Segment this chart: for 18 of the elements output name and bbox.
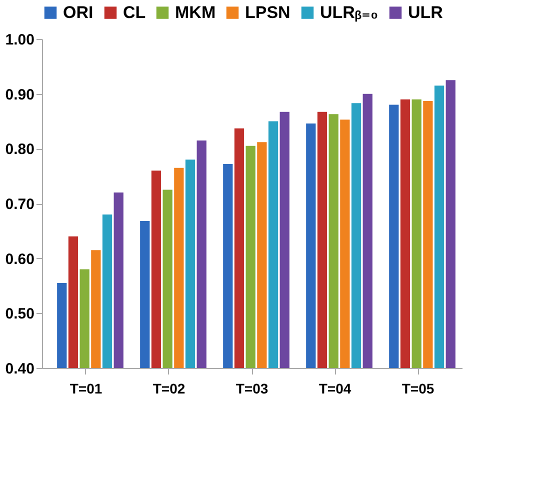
y-tick-label: 0.90 — [5, 86, 34, 104]
y-tick-label: 0.70 — [5, 196, 34, 213]
y-tick-label: 0.40 — [5, 360, 34, 378]
x-tick-label: T=01 — [70, 380, 102, 396]
legend-label: ULRᵦ₌₀ — [320, 2, 378, 22]
y-tick-label: 0.50 — [5, 306, 34, 323]
y-tick-label: 0.60 — [5, 250, 34, 268]
y-tick-label: 0.80 — [5, 141, 34, 158]
x-tick-label: T=02 — [152, 380, 186, 396]
x-tick-label: T=04 — [318, 380, 352, 396]
x-tick-label: T=03 — [236, 380, 268, 396]
legend-label: LPSN — [245, 2, 290, 22]
legend-label: CL — [123, 2, 146, 22]
y-tick-label: 1.00 — [5, 32, 34, 48]
legend-label: ORI — [63, 2, 94, 22]
x-tick-label: T=05 — [402, 380, 434, 396]
legend-label: ULR — [408, 2, 443, 22]
legend-label: MKM — [175, 2, 216, 22]
